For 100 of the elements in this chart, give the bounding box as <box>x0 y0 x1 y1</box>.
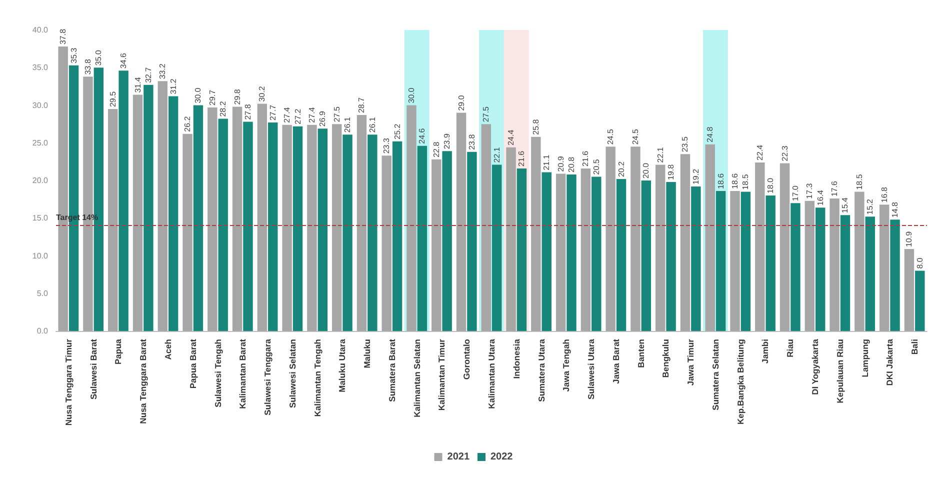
x-tick-label: Nusa Tenggara Barat <box>138 338 148 424</box>
data-label: 18.6 <box>730 172 740 190</box>
x-tick-label: Kalimantan Tengah <box>312 339 322 417</box>
bar <box>840 215 850 331</box>
x-tick-label: Kalimantan Barat <box>238 338 248 409</box>
bar <box>804 200 815 331</box>
bar <box>492 164 502 331</box>
x-tick-label: Jawa Tengah <box>561 339 572 392</box>
bar <box>680 154 690 331</box>
data-label: 20.9 <box>556 156 566 172</box>
bar <box>740 192 751 331</box>
x-tick-label: Kalimantan Utara <box>486 338 496 409</box>
x-tick-label: Lampung <box>860 339 870 378</box>
data-label: 25.2 <box>392 123 402 140</box>
data-label: 21.1 <box>542 154 552 170</box>
bar <box>132 94 143 331</box>
bar <box>417 146 428 331</box>
bar <box>516 168 527 331</box>
bar <box>716 191 726 331</box>
x-tick-label: Aceh <box>162 339 173 360</box>
x-tick-label: DKI Jakarta <box>884 338 895 386</box>
bar <box>606 146 616 331</box>
x-tick-label: Jambi <box>760 339 770 364</box>
data-label: 37.8 <box>58 28 68 45</box>
data-label: 19.8 <box>666 164 676 180</box>
bar <box>879 204 890 331</box>
bar <box>144 84 154 331</box>
data-label: 24.5 <box>630 128 640 145</box>
data-label: 33.8 <box>83 58 92 75</box>
legend-label: 2022 <box>490 452 514 462</box>
bar <box>118 70 128 331</box>
x-tick-label: Banten <box>636 339 646 368</box>
bar <box>816 208 826 331</box>
data-label: 22.4 <box>755 144 764 160</box>
bar <box>542 172 552 331</box>
x-tick-label: Kalimantan Timur <box>436 338 447 411</box>
bar <box>854 192 864 331</box>
data-label: 31.2 <box>168 78 178 94</box>
y-tick-label: 35.0 <box>32 63 49 72</box>
bar <box>218 118 228 331</box>
x-tick-label: Kalimantan Selatan <box>412 339 422 418</box>
x-tick-label: DI Yogyakarta <box>810 338 820 395</box>
bar <box>616 178 626 331</box>
bar <box>356 115 367 331</box>
data-label: 22.8 <box>432 141 441 158</box>
data-label: 20.8 <box>567 156 576 172</box>
x-tick-label: Papua Barat <box>188 338 198 389</box>
data-label: 27.5 <box>332 106 342 122</box>
data-label: 18.5 <box>854 174 864 190</box>
data-label: 30.0 <box>407 87 416 104</box>
data-label: 35.3 <box>69 47 78 64</box>
y-tick-label: 5.0 <box>36 288 49 298</box>
bar <box>193 105 204 331</box>
y-tick-label: 10.0 <box>32 251 49 260</box>
x-tick-label: Sumatera Barat <box>386 338 397 402</box>
data-label: 16.4 <box>816 189 825 206</box>
bar <box>506 147 516 331</box>
data-label: 22.3 <box>780 145 790 162</box>
data-label: 26.1 <box>343 116 352 133</box>
data-label: 29.8 <box>232 88 242 105</box>
data-label: 33.2 <box>158 63 168 80</box>
bar <box>904 248 914 331</box>
y-tick-label: 25.0 <box>32 138 49 148</box>
bar <box>655 164 666 331</box>
x-tick-label: Maluku <box>362 339 372 368</box>
bar <box>232 106 242 331</box>
bar <box>580 168 591 331</box>
data-label: 15.2 <box>866 198 875 215</box>
x-tick-label: Sumatera Selatan <box>710 339 720 410</box>
data-label: 21.6 <box>581 150 590 166</box>
data-label: 26.1 <box>368 116 377 133</box>
bar <box>307 124 317 331</box>
y-tick-label: 40.0 <box>32 26 49 34</box>
bar <box>382 156 392 331</box>
bar <box>158 81 168 331</box>
bar <box>342 134 352 331</box>
data-label: 26.9 <box>318 110 328 127</box>
data-label: 27.5 <box>482 106 491 122</box>
x-tick-label: Gorontalo <box>462 339 472 380</box>
y-tick-label: 30.0 <box>32 100 49 110</box>
x-tick-label: Sulawesi Barat <box>88 338 98 400</box>
bar <box>865 216 875 331</box>
x-tick-label: Riau <box>785 339 796 358</box>
x-tick-label: Sulawesi Tengah <box>212 339 223 408</box>
x-tick-label: Kep.Bangka Belitung <box>735 339 746 424</box>
data-label: 17.3 <box>805 182 814 199</box>
bar <box>566 174 576 331</box>
data-label: 29.7 <box>208 89 217 106</box>
bar <box>257 104 268 331</box>
bar <box>766 196 776 331</box>
bar <box>592 176 602 331</box>
bar <box>442 151 452 331</box>
data-label: 14.8 <box>890 202 900 218</box>
data-label: 32.7 <box>144 66 153 83</box>
data-label: 25.8 <box>531 118 540 135</box>
data-label: 15.4 <box>840 196 850 214</box>
x-tick-label: Sulawesi Tenggara <box>262 338 273 416</box>
data-label: 29.5 <box>108 90 118 108</box>
data-label: 24.8 <box>706 126 715 142</box>
data-label: 27.2 <box>293 108 302 124</box>
